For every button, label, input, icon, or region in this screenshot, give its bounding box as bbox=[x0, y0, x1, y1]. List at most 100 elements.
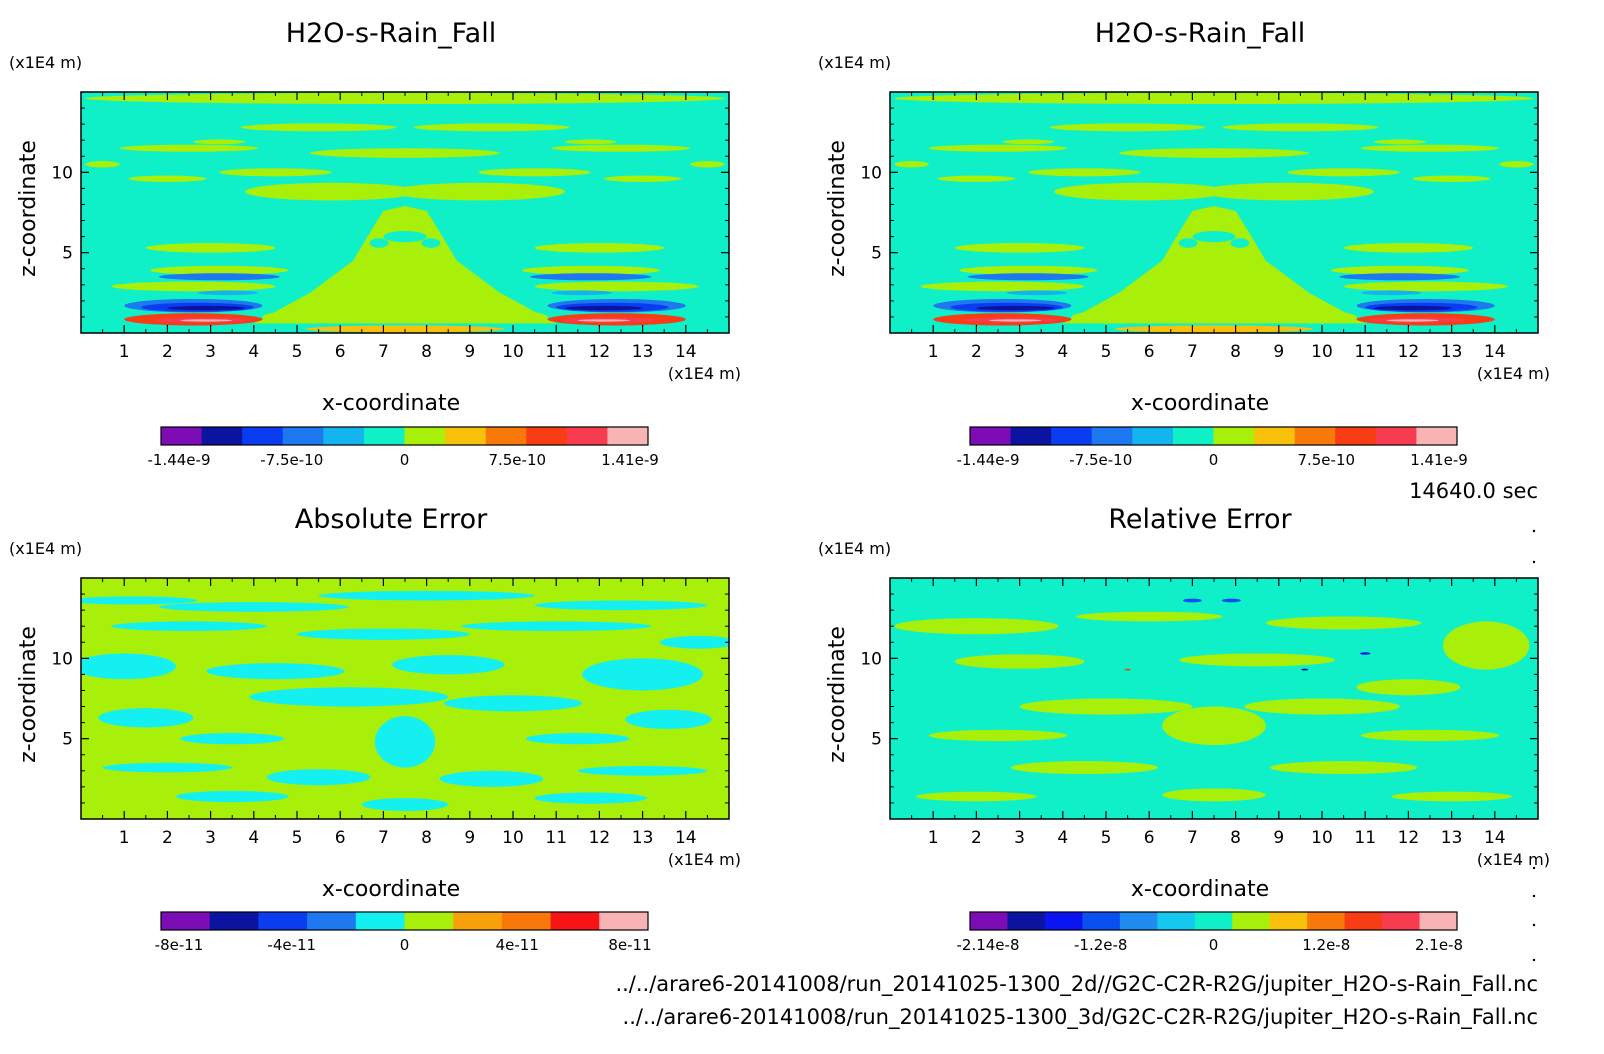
x-tick-label: 8 bbox=[421, 342, 432, 362]
colorbar-swatch bbox=[526, 427, 568, 445]
colorbar-label: 0 bbox=[1209, 451, 1219, 469]
x-tick-label: 6 bbox=[335, 828, 346, 848]
x-tick-label: 8 bbox=[1230, 828, 1241, 848]
y-tick-label: 10 bbox=[860, 163, 882, 183]
colorbar-swatch bbox=[1232, 912, 1271, 930]
colorbar-swatch bbox=[1194, 912, 1233, 930]
colorbar-swatch bbox=[599, 912, 649, 930]
x-tick-label: 2 bbox=[971, 828, 982, 848]
colorbar-swatch bbox=[1254, 427, 1296, 445]
colorbar-swatch bbox=[1119, 912, 1158, 930]
chart-panel-bottom-left: Absolute Error(x1E4 m)1 2 3 4 5 6 7 8 9 10 11 12 13 1… bbox=[9, 504, 741, 954]
heatmap-field bbox=[890, 578, 1538, 819]
x-tick-label: 5 bbox=[292, 342, 303, 362]
colorbar-label: -8e-11 bbox=[155, 936, 204, 954]
colorbar-swatch bbox=[970, 912, 1008, 930]
x-tick-label: 10 bbox=[502, 342, 524, 362]
x-tick-label: 7 bbox=[378, 342, 389, 362]
x-tick-label: 12 bbox=[1398, 828, 1420, 848]
colorbar-swatch bbox=[1307, 912, 1346, 930]
colorbar-swatch bbox=[404, 912, 454, 930]
x-tick-label: 10 bbox=[1311, 828, 1333, 848]
x-tick-label: 13 bbox=[1441, 828, 1463, 848]
x-tick-label: 2 bbox=[162, 342, 173, 362]
chart-panel-top-right: H2O-s-Rain_Fall(x1E4 m)1 2 3 4 5 6 7 8 9 10 11 12 13… bbox=[818, 18, 1550, 469]
colorbar-label: 0 bbox=[400, 451, 410, 469]
colorbar-swatch bbox=[1335, 427, 1377, 445]
y-axis-unit: (x1E4 m) bbox=[818, 539, 891, 558]
x-tick-label: 3 bbox=[205, 828, 216, 848]
x-tick-label: 11 bbox=[545, 342, 567, 362]
file-path-2d: ../../arare6-20141008/run_20141025-1300_… bbox=[615, 972, 1538, 997]
x-tick-label: 9 bbox=[1273, 342, 1284, 362]
heatmap-field bbox=[81, 92, 729, 333]
x-axis-unit: (x1E4 m) bbox=[668, 850, 741, 869]
x-tick-label: 9 bbox=[464, 828, 475, 848]
colorbar-swatch bbox=[404, 427, 446, 445]
x-tick-label: 3 bbox=[1014, 342, 1025, 362]
colorbar-swatch bbox=[1419, 912, 1458, 930]
colorbar-swatch bbox=[1132, 427, 1174, 445]
colorbar-swatch bbox=[566, 427, 608, 445]
colorbar-label: 0 bbox=[400, 936, 410, 954]
colorbar-label: 2.1e-8 bbox=[1415, 936, 1463, 954]
colorbar-swatch bbox=[1044, 912, 1083, 930]
y-tick-label: 10 bbox=[51, 163, 73, 183]
x-tick-label: 7 bbox=[378, 828, 389, 848]
colorbar-swatch bbox=[607, 427, 649, 445]
chart-title: Relative Error bbox=[1108, 504, 1292, 535]
colorbar-label: -7.5e-10 bbox=[260, 451, 323, 469]
colorbar-swatch bbox=[201, 427, 243, 445]
x-tick-label: 4 bbox=[1057, 828, 1068, 848]
x-tick-label: 5 bbox=[292, 828, 303, 848]
x-tick-label: 6 bbox=[1144, 342, 1155, 362]
colorbar-swatch bbox=[1172, 427, 1214, 445]
x-axis-unit: (x1E4 m) bbox=[668, 364, 741, 383]
colorbar-swatch bbox=[209, 912, 259, 930]
x-tick-label: 13 bbox=[1441, 342, 1463, 362]
colorbar-swatch bbox=[242, 427, 284, 445]
x-tick-label: 13 bbox=[632, 342, 654, 362]
colorbar-swatch bbox=[161, 912, 211, 930]
y-tick-label: 10 bbox=[51, 649, 73, 669]
colorbar-frame bbox=[160, 911, 649, 931]
colorbar-swatch bbox=[1051, 427, 1093, 445]
y-tick-label: 10 bbox=[860, 649, 882, 669]
margin-dots bbox=[1532, 529, 1536, 962]
colorbar-label: 1.41e-9 bbox=[601, 451, 659, 469]
colorbar: -8e-11 -4e-11 0 4e-11 8e-11 bbox=[155, 911, 652, 954]
x-axis-label: x-coordinate bbox=[1131, 877, 1269, 902]
chart-panel-bottom-right: Relative Error(x1E4 m)1 2 3 4 5 6 7 8 9 10 11 12 13 1… bbox=[818, 504, 1550, 954]
colorbar-label: 1.2e-8 bbox=[1302, 936, 1350, 954]
y-tick-label: 5 bbox=[871, 730, 882, 750]
x-tick-label: 11 bbox=[1354, 828, 1376, 848]
x-tick-label: 12 bbox=[589, 342, 611, 362]
colorbar-swatch bbox=[1382, 912, 1421, 930]
colorbar-label: -7.5e-10 bbox=[1069, 451, 1132, 469]
x-tick-label: 1 bbox=[119, 342, 130, 362]
colorbar-frame bbox=[969, 426, 1458, 446]
colorbar-swatch bbox=[550, 912, 600, 930]
x-tick-label: 3 bbox=[205, 342, 216, 362]
x-tick-label: 7 bbox=[1187, 828, 1198, 848]
colorbar: -1.44e-9 -7.5e-10 0 7.5e-10 1.41e-9 bbox=[957, 426, 1468, 469]
chart-title: Absolute Error bbox=[295, 504, 488, 535]
colorbar-label: 7.5e-10 bbox=[488, 451, 546, 469]
x-tick-label: 14 bbox=[675, 828, 697, 848]
heatmap-field bbox=[890, 92, 1538, 333]
x-tick-label: 7 bbox=[1187, 342, 1198, 362]
y-axis-label: z-coordinate bbox=[825, 626, 850, 763]
x-tick-label: 9 bbox=[1273, 828, 1284, 848]
x-tick-label: 2 bbox=[162, 828, 173, 848]
colorbar: -1.44e-9 -7.5e-10 0 7.5e-10 1.41e-9 bbox=[148, 426, 659, 469]
colorbar-swatch bbox=[355, 912, 405, 930]
x-tick-label: 6 bbox=[1144, 828, 1155, 848]
x-tick-label: 14 bbox=[675, 342, 697, 362]
colorbar: -2.14e-8 -1.2e-8 0 1.2e-8 2.1e-8 bbox=[957, 911, 1463, 954]
x-tick-label: 12 bbox=[589, 828, 611, 848]
x-tick-label: 2 bbox=[971, 342, 982, 362]
x-tick-label: 11 bbox=[545, 828, 567, 848]
x-axis-unit: (x1E4 m) bbox=[1477, 850, 1550, 869]
x-tick-label: 9 bbox=[464, 342, 475, 362]
colorbar-swatch bbox=[282, 427, 324, 445]
